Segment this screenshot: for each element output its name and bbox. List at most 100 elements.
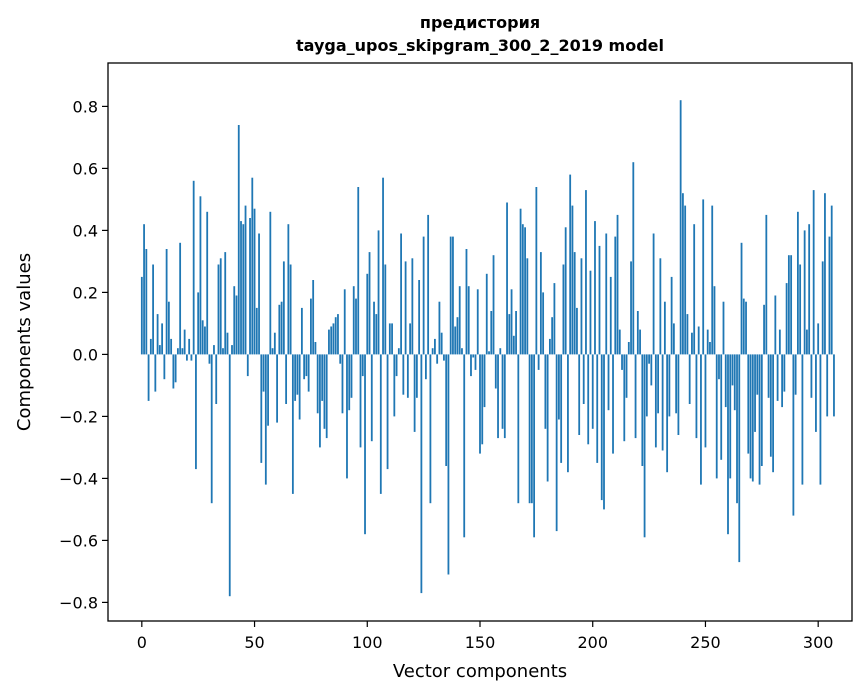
- bar-106: [379, 354, 382, 494]
- bar-236: [672, 323, 675, 355]
- bar-53: [260, 354, 263, 463]
- bar-3: [147, 354, 150, 401]
- bar-304: [826, 354, 829, 417]
- bar-250: [704, 354, 707, 448]
- bar-280: [772, 354, 774, 473]
- bar-20: [186, 354, 188, 361]
- bar-34: [217, 264, 220, 355]
- bar-82: [325, 354, 328, 439]
- bar-59: [273, 332, 276, 355]
- bar-62: [280, 301, 283, 355]
- bar-139: [454, 326, 457, 355]
- y-axis-label: Components values: [14, 253, 35, 431]
- bar-244: [691, 332, 693, 355]
- bar-121: [413, 354, 416, 432]
- bar-41: [233, 286, 236, 355]
- bar-36: [222, 348, 224, 355]
- bar-70: [298, 354, 301, 420]
- bar-202: [596, 354, 599, 463]
- bar-273: [756, 354, 759, 395]
- bar-158: [497, 354, 499, 439]
- bar-101: [368, 252, 371, 355]
- bar-146: [470, 354, 472, 377]
- bar-265: [738, 354, 741, 563]
- bar-200: [591, 354, 594, 429]
- bar-214: [623, 354, 626, 442]
- bar-168: [519, 208, 522, 355]
- bar-145: [467, 286, 470, 355]
- bar-29: [206, 211, 209, 355]
- bar-4: [149, 338, 152, 355]
- bar-109: [386, 354, 389, 470]
- bar-201: [594, 221, 596, 355]
- bar-253: [711, 205, 714, 355]
- bar-115: [400, 233, 402, 355]
- y-tick-label: −0.8: [59, 593, 98, 612]
- bar-268: [745, 301, 747, 355]
- bar-205: [603, 354, 605, 510]
- chart-title-line2: tayga_upos_skipgram_300_2_2019 model: [296, 36, 664, 55]
- bar-8: [158, 345, 161, 355]
- bar-148: [474, 354, 477, 370]
- bar-30: [208, 354, 211, 364]
- bar-198: [587, 354, 590, 445]
- bar-272: [754, 354, 756, 432]
- bar-217: [630, 261, 632, 355]
- bar-278: [767, 354, 770, 398]
- y-tick-label: 0.0: [73, 345, 98, 364]
- bar-6: [154, 354, 157, 392]
- bar-161: [503, 354, 506, 439]
- bar-138: [452, 236, 454, 355]
- bar-252: [709, 342, 711, 355]
- bar-72: [303, 354, 306, 380]
- bar-173: [530, 354, 533, 504]
- bar-243: [688, 354, 691, 404]
- bar-218: [632, 162, 635, 355]
- bar-208: [609, 276, 612, 355]
- bar-254: [713, 286, 716, 355]
- y-tick-label: −0.2: [59, 407, 98, 426]
- bar-76: [312, 280, 315, 355]
- bar-9: [161, 323, 164, 355]
- bar-143: [463, 354, 466, 538]
- bar-85: [332, 323, 335, 355]
- bar-290: [794, 354, 797, 395]
- bar-98: [361, 354, 364, 377]
- bar-120: [411, 258, 414, 355]
- bar-224: [645, 354, 648, 417]
- bar-295: [806, 329, 808, 355]
- y-tick-label: 0.2: [73, 283, 98, 302]
- bar-259: [724, 354, 727, 408]
- bar-88: [339, 354, 342, 364]
- bar-237: [675, 354, 678, 414]
- bar-64: [285, 354, 288, 404]
- bar-77: [314, 342, 317, 355]
- bar-116: [402, 354, 405, 395]
- bar-100: [366, 273, 369, 355]
- bar-74: [307, 354, 310, 392]
- bar-154: [488, 351, 490, 355]
- bar-103: [373, 301, 375, 355]
- plot-frame: [107, 62, 853, 622]
- bar-300: [817, 323, 820, 355]
- bar-27: [201, 320, 204, 355]
- bar-111: [391, 323, 393, 355]
- bar-238: [677, 354, 680, 435]
- bar-81: [323, 354, 326, 429]
- bar-147: [472, 354, 475, 358]
- bar-0: [140, 276, 143, 355]
- bar-210: [614, 236, 617, 355]
- bar-211: [616, 214, 619, 355]
- bar-303: [824, 193, 826, 355]
- bar-225: [648, 354, 650, 364]
- bar-39: [228, 354, 231, 597]
- bar-50: [253, 208, 256, 355]
- bar-174: [533, 354, 536, 538]
- bar-60: [276, 354, 278, 423]
- bar-277: [765, 214, 768, 355]
- y-tick-label: 0.8: [73, 97, 98, 116]
- bar-293: [801, 354, 804, 485]
- bar-125: [422, 236, 425, 355]
- bar-301: [819, 354, 822, 485]
